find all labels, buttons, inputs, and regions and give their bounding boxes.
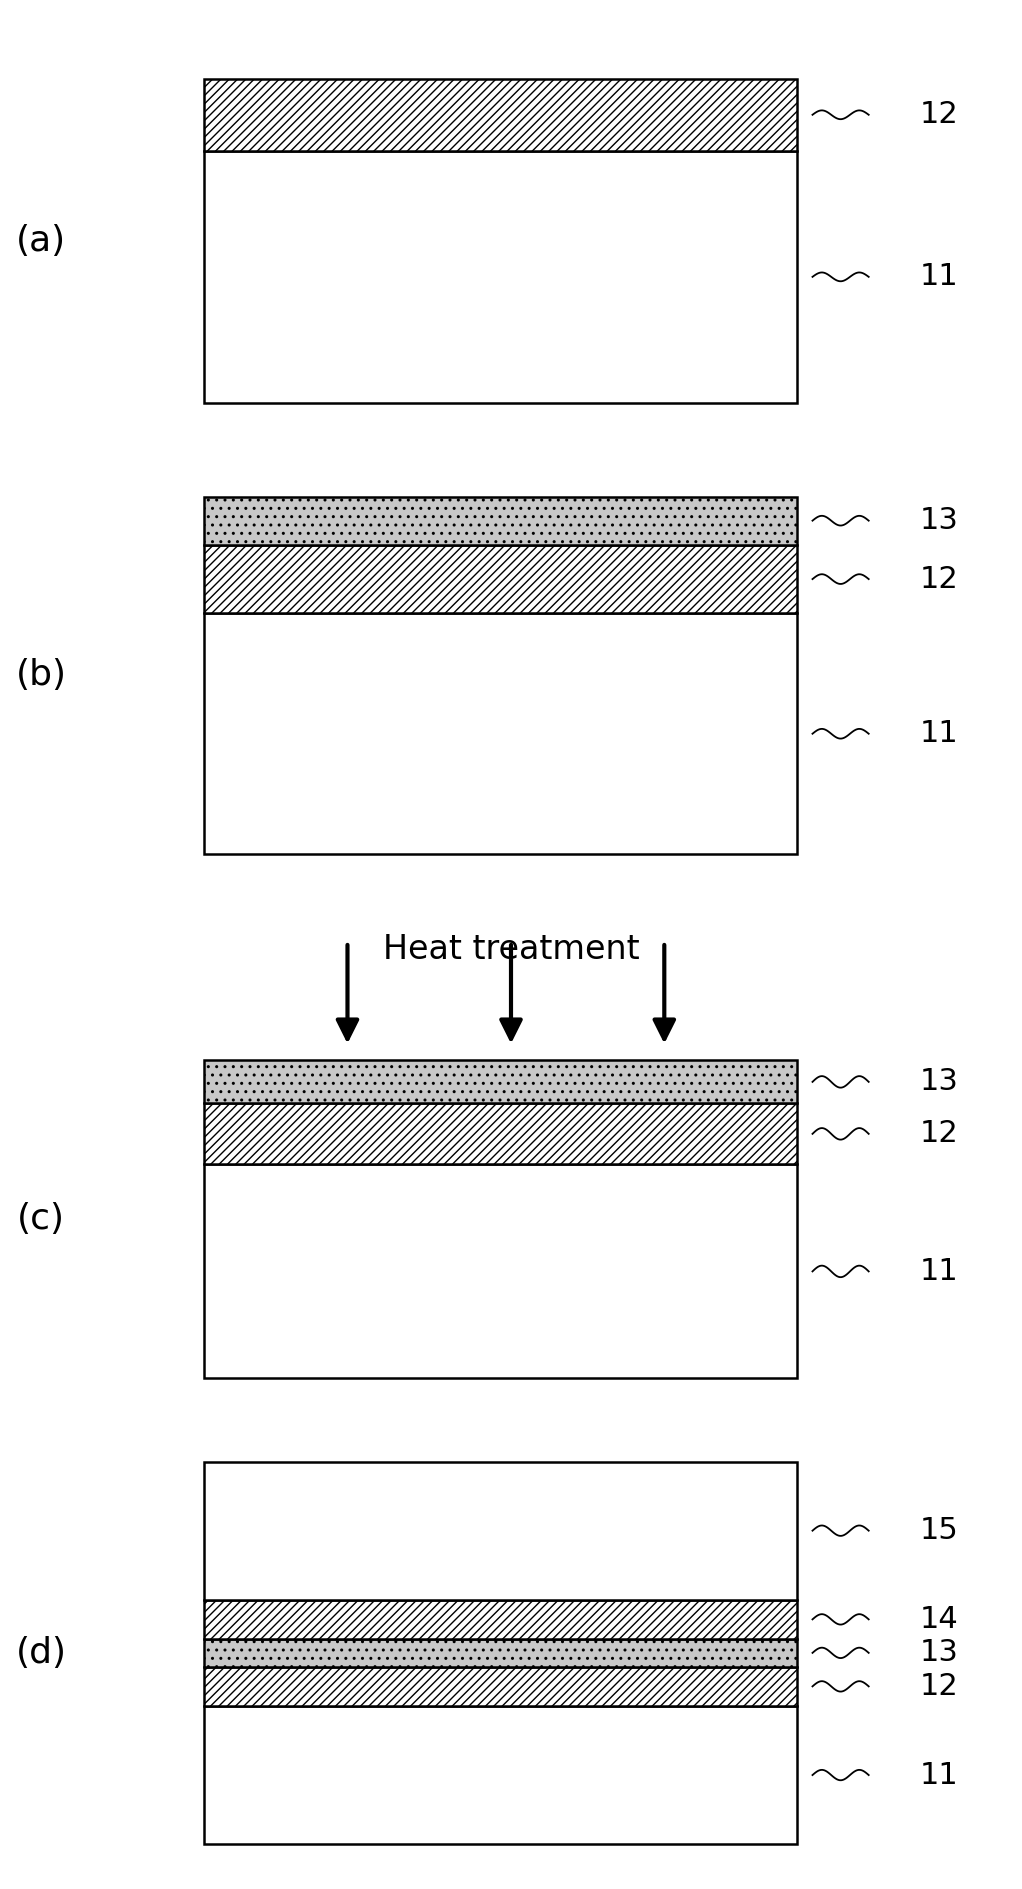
Bar xyxy=(204,1666,797,1706)
Bar xyxy=(204,79,797,151)
Text: 11: 11 xyxy=(920,1256,959,1286)
Text: 13: 13 xyxy=(920,506,959,535)
Bar xyxy=(204,1706,797,1844)
Bar xyxy=(204,1164,797,1379)
Text: 11: 11 xyxy=(920,720,959,748)
Text: Heat treatment: Heat treatment xyxy=(382,933,640,965)
Text: 11: 11 xyxy=(920,263,959,291)
Bar xyxy=(204,1462,797,1600)
Text: (c): (c) xyxy=(17,1203,64,1237)
Text: 12: 12 xyxy=(920,1672,959,1700)
Text: (a): (a) xyxy=(15,225,66,257)
Text: 13: 13 xyxy=(920,1638,959,1668)
Text: 11: 11 xyxy=(920,1761,959,1789)
Bar xyxy=(204,1640,797,1666)
Text: 12: 12 xyxy=(920,1120,959,1149)
Text: 13: 13 xyxy=(920,1067,959,1096)
Bar xyxy=(204,497,797,544)
Text: (b): (b) xyxy=(15,659,66,691)
Bar xyxy=(204,1060,797,1103)
Bar xyxy=(204,1103,797,1164)
Text: 12: 12 xyxy=(920,565,959,593)
Bar xyxy=(204,151,797,402)
Text: 15: 15 xyxy=(920,1517,959,1545)
Bar xyxy=(204,1600,797,1640)
Text: 12: 12 xyxy=(920,100,959,128)
Bar xyxy=(204,544,797,614)
Text: (d): (d) xyxy=(15,1636,66,1670)
Text: 14: 14 xyxy=(920,1606,959,1634)
Bar xyxy=(204,614,797,854)
